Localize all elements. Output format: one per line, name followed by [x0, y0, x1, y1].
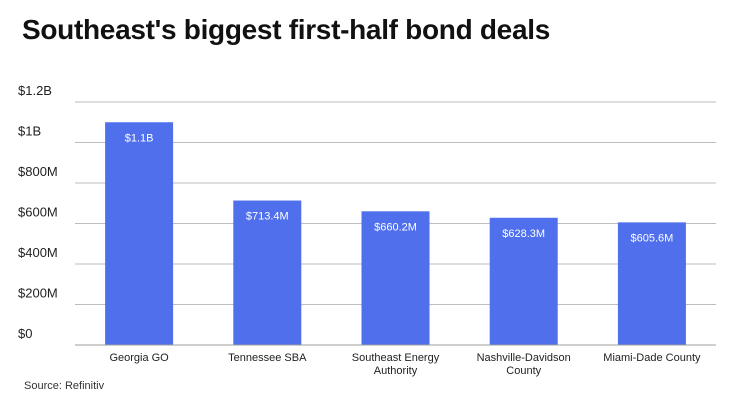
y-tick-label: $0: [18, 326, 32, 341]
x-tick-label: Southeast Energy: [352, 352, 440, 364]
bar-value-label: $713.4M: [246, 211, 289, 223]
y-tick-label: $1B: [18, 124, 41, 139]
bar: [233, 200, 302, 345]
bar-value-labels: $1.1B $713.4M $660.2M $628.3M $605.6M: [125, 132, 674, 244]
bar-value-label: $605.6M: [630, 232, 673, 244]
bar: [105, 122, 174, 345]
y-tick-label: $800M: [18, 164, 58, 179]
x-tick-label: Miami-Dade County: [603, 352, 701, 364]
y-axis-tick-labels: $0 $200M $400M $600M $800M $1B $1.2B: [18, 83, 58, 341]
chart-title: Southeast's biggest first-half bond deal…: [22, 14, 550, 45]
bar-value-label: $628.3M: [502, 228, 545, 240]
bar-value-label: $1.1B: [125, 132, 154, 144]
bar: [489, 217, 558, 345]
x-tick-label: Georgia GO: [109, 352, 169, 364]
y-tick-label: $200M: [18, 286, 58, 301]
bar: [361, 211, 430, 345]
bars: [105, 122, 686, 345]
source-note: Source: Refinitiv: [24, 380, 105, 392]
y-tick-label: $400M: [18, 245, 58, 260]
x-tick-label: Authority: [374, 365, 418, 377]
x-axis-category-labels: Georgia GO Tennessee SBA Southeast EnergyA…: [109, 352, 701, 377]
bar-value-label: $660.2M: [374, 221, 417, 233]
y-tick-label: $600M: [18, 205, 58, 220]
y-tick-label: $1.2B: [18, 83, 52, 98]
x-tick-label: Nashville-Davidson: [477, 352, 571, 364]
x-tick-label: County: [506, 365, 541, 377]
x-tick-label: Tennessee SBA: [228, 352, 307, 364]
bar: [617, 222, 686, 345]
